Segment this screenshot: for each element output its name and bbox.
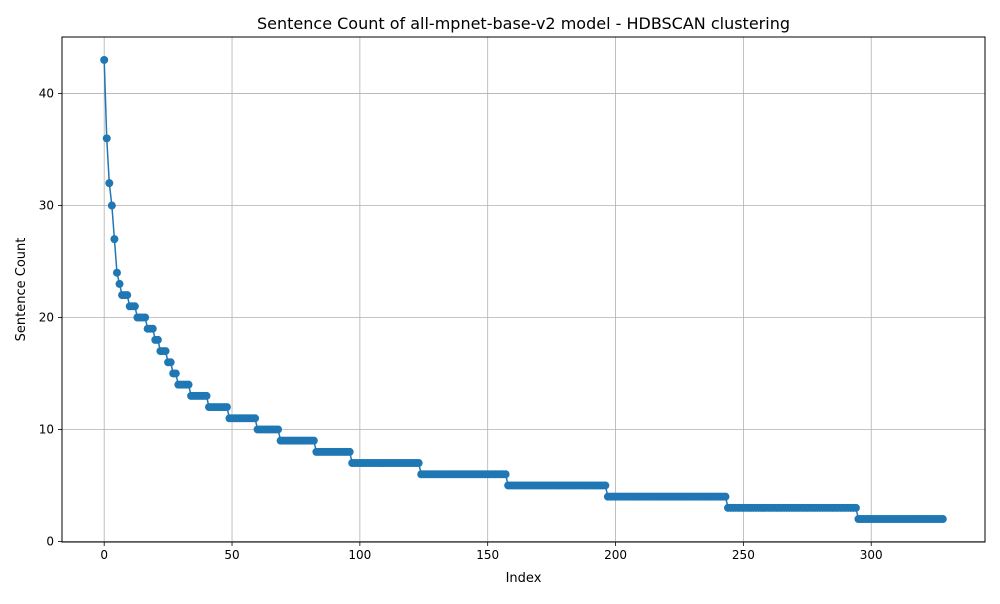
data-point <box>161 347 170 356</box>
grid-lines <box>62 37 985 542</box>
data-point <box>184 380 193 389</box>
data-point <box>501 470 510 479</box>
data-point <box>110 235 119 244</box>
data-point <box>274 425 283 434</box>
axis-ticks: 0 50 100 150 200 250 300 0 10 20 30 40 <box>39 87 883 562</box>
data-point <box>309 436 318 445</box>
plot-frame <box>61 36 986 543</box>
data-point <box>938 515 947 524</box>
data-point <box>141 313 150 322</box>
x-tick-label: 100 <box>348 548 371 562</box>
data-point <box>112 268 121 277</box>
data-point <box>202 391 211 400</box>
data-point <box>171 369 180 378</box>
data-point <box>123 291 132 300</box>
x-tick-label: 250 <box>732 548 755 562</box>
x-tick-label: 0 <box>100 548 108 562</box>
data-point <box>166 358 175 367</box>
x-tick-label: 200 <box>604 548 627 562</box>
y-tick-label: 20 <box>39 310 54 324</box>
y-tick-label: 0 <box>46 534 54 548</box>
data-point <box>130 302 139 311</box>
data-point <box>148 324 157 333</box>
y-tick-label: 30 <box>39 199 54 213</box>
data-series <box>100 55 947 524</box>
data-point <box>100 55 109 64</box>
data-point <box>601 481 610 490</box>
y-tick-label: 10 <box>39 422 54 436</box>
chart-title: Sentence Count of all-mpnet-base-v2 mode… <box>257 14 790 33</box>
data-point <box>851 503 860 512</box>
x-tick-label: 300 <box>860 548 883 562</box>
y-tick-label: 40 <box>39 87 54 101</box>
data-point <box>414 459 423 468</box>
data-point <box>345 447 354 456</box>
x-tick-label: 150 <box>476 548 499 562</box>
x-tick-label: 50 <box>224 548 239 562</box>
data-point <box>115 279 124 288</box>
data-point <box>153 335 162 344</box>
data-point <box>107 201 116 210</box>
x-axis-label: Index <box>506 571 542 586</box>
data-point <box>102 134 111 143</box>
data-point <box>105 179 114 188</box>
data-point <box>721 492 730 501</box>
y-axis-label: Sentence Count <box>14 238 29 342</box>
data-point <box>251 414 260 423</box>
data-point <box>222 403 231 412</box>
